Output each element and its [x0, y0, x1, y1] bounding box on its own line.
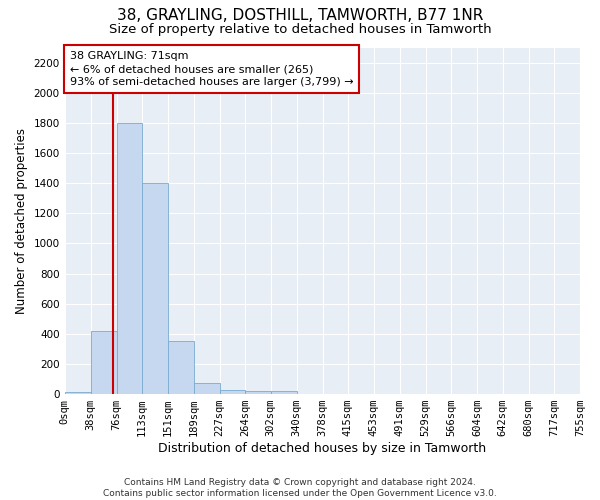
Bar — [116, 123, 142, 394]
Bar — [65, 392, 91, 394]
Bar — [91, 331, 116, 394]
Bar — [245, 391, 271, 394]
Text: 38, GRAYLING, DOSTHILL, TAMWORTH, B77 1NR: 38, GRAYLING, DOSTHILL, TAMWORTH, B77 1N… — [117, 8, 483, 22]
Text: 38 GRAYLING: 71sqm
← 6% of detached houses are smaller (265)
93% of semi-detache: 38 GRAYLING: 71sqm ← 6% of detached hous… — [70, 51, 353, 88]
Text: Contains HM Land Registry data © Crown copyright and database right 2024.
Contai: Contains HM Land Registry data © Crown c… — [103, 478, 497, 498]
Bar — [220, 390, 245, 394]
Bar — [271, 391, 297, 394]
Bar — [194, 383, 220, 394]
Y-axis label: Number of detached properties: Number of detached properties — [15, 128, 28, 314]
Bar — [168, 342, 194, 394]
Bar — [142, 183, 168, 394]
X-axis label: Distribution of detached houses by size in Tamworth: Distribution of detached houses by size … — [158, 442, 487, 455]
Text: Size of property relative to detached houses in Tamworth: Size of property relative to detached ho… — [109, 22, 491, 36]
